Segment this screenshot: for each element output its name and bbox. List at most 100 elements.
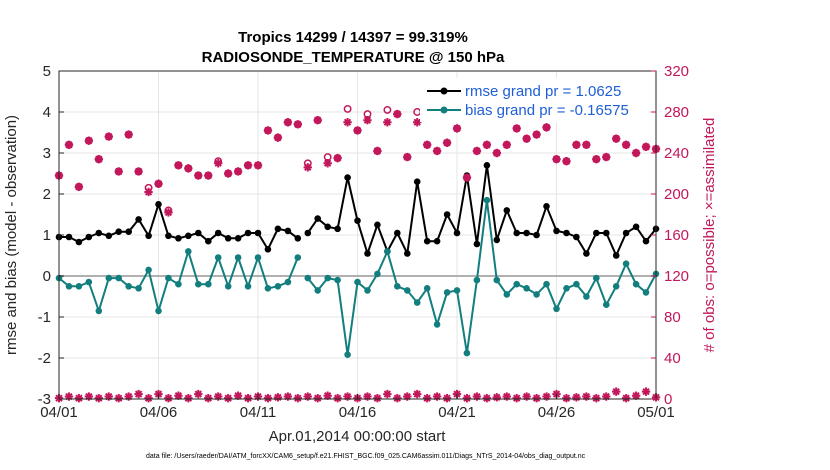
data-point — [96, 308, 103, 315]
y-right-tick-label: 320 — [664, 63, 689, 80]
obs-assimilated-marker — [284, 118, 292, 126]
obs-assimilated-marker — [333, 154, 341, 162]
data-point — [195, 281, 202, 288]
series-line — [59, 204, 298, 249]
data-point — [305, 230, 312, 237]
obs-assimilated-marker — [612, 134, 620, 142]
data-point — [334, 277, 341, 284]
chart-title-line2: RADIOSONDE_TEMPERATURE @ 150 hPa — [202, 49, 505, 66]
obs-assimilated-marker — [383, 118, 391, 126]
legend-marker-bias — [441, 107, 448, 114]
obs-assimilated-marker — [174, 161, 182, 169]
obs-assimilated-marker — [214, 159, 222, 167]
obs-assimilated-marker — [115, 167, 123, 175]
data-point — [185, 248, 192, 255]
data-point — [115, 275, 122, 282]
data-point — [404, 250, 411, 257]
obs-assimilated-marker — [85, 137, 93, 145]
obs-assimilated-marker — [642, 143, 650, 151]
data-point — [484, 162, 491, 169]
data-point — [523, 230, 530, 237]
data-point — [145, 267, 152, 274]
data-point — [444, 289, 451, 296]
data-point — [424, 238, 431, 245]
y-right-tick-label: 200 — [664, 186, 689, 203]
obs-assimilated-marker — [542, 123, 550, 131]
data-point — [394, 230, 401, 237]
obs-bottom-marker — [134, 390, 142, 398]
data-point — [106, 275, 113, 282]
obs-assimilated-marker — [552, 155, 560, 163]
obs-bottom-marker — [393, 394, 401, 402]
data-point — [593, 230, 600, 237]
data-point — [324, 224, 331, 231]
data-point — [364, 287, 371, 294]
data-point — [354, 217, 361, 224]
obs-assimilated-marker — [513, 124, 521, 132]
data-point — [484, 197, 491, 204]
y-tick-label: -3 — [38, 391, 51, 408]
obs-bottom-marker — [144, 394, 152, 402]
obs-bottom-marker — [264, 394, 272, 402]
obs-bottom-marker — [194, 390, 202, 398]
obs-possible-marker — [344, 106, 350, 112]
data-point — [215, 254, 222, 261]
y-right-tick-label: 40 — [664, 350, 681, 367]
data-point — [404, 287, 411, 294]
obs-assimilated-marker — [314, 116, 322, 124]
obs-assimilated-marker — [433, 147, 441, 155]
obs-bottom-marker — [373, 394, 381, 402]
obs-assimilated-marker — [473, 147, 481, 155]
data-point — [454, 230, 461, 237]
data-point — [553, 228, 560, 235]
obs-bottom-marker — [642, 387, 650, 395]
obs-assimilated-marker — [522, 134, 530, 142]
obs-assimilated-marker — [453, 124, 461, 132]
obs-assimilated-marker — [244, 161, 252, 169]
data-point — [295, 254, 302, 261]
y-right-tick-label: 280 — [664, 104, 689, 121]
data-point — [295, 235, 302, 242]
data-point — [414, 299, 421, 306]
obs-assimilated-marker — [204, 171, 212, 179]
x-tick-label: 04/21 — [438, 404, 476, 421]
legend-label-rmse: rmse grand pr = 1.0625 — [465, 83, 621, 100]
data-point — [106, 233, 113, 240]
obs-assimilated-marker — [423, 141, 431, 149]
obs-bottom-marker — [562, 394, 570, 402]
data-point — [573, 281, 580, 288]
data-point — [76, 283, 83, 290]
obs-assimilated-marker — [343, 118, 351, 126]
obs-bottom-marker — [95, 394, 103, 402]
data-point — [265, 246, 272, 253]
obs-bottom-marker — [383, 390, 391, 398]
data-point — [225, 235, 232, 242]
obs-assimilated-marker — [493, 149, 501, 157]
data-point — [563, 285, 570, 292]
obs-assimilated-marker — [483, 141, 491, 149]
obs-assimilated-marker — [582, 141, 590, 149]
data-point — [185, 233, 192, 240]
data-point — [543, 203, 550, 210]
data-point — [125, 228, 132, 235]
data-point — [314, 287, 321, 294]
y-axis-ticks: -3 -2 -1 0 1 2 3 4 5 — [38, 63, 64, 408]
data-point — [583, 250, 590, 257]
data-point — [504, 207, 511, 214]
data-point — [165, 275, 172, 282]
data-point — [255, 230, 262, 237]
data-point — [175, 281, 182, 288]
data-point — [76, 239, 83, 246]
data-point — [86, 279, 93, 286]
x-tick-label: 04/11 — [240, 404, 276, 421]
y-right-axis-label: # of obs: o=possible; ×=assimilated — [701, 118, 718, 353]
data-point — [563, 230, 570, 237]
data-point — [334, 226, 341, 233]
y-tick-label: 3 — [43, 145, 51, 162]
obs-bottom-marker — [463, 394, 471, 402]
data-point — [623, 260, 630, 267]
obs-bottom-marker — [224, 394, 232, 402]
obs-bottom-marker — [75, 394, 83, 402]
obs-bottom-marker — [164, 394, 172, 402]
obs-bottom-marker — [413, 390, 421, 398]
